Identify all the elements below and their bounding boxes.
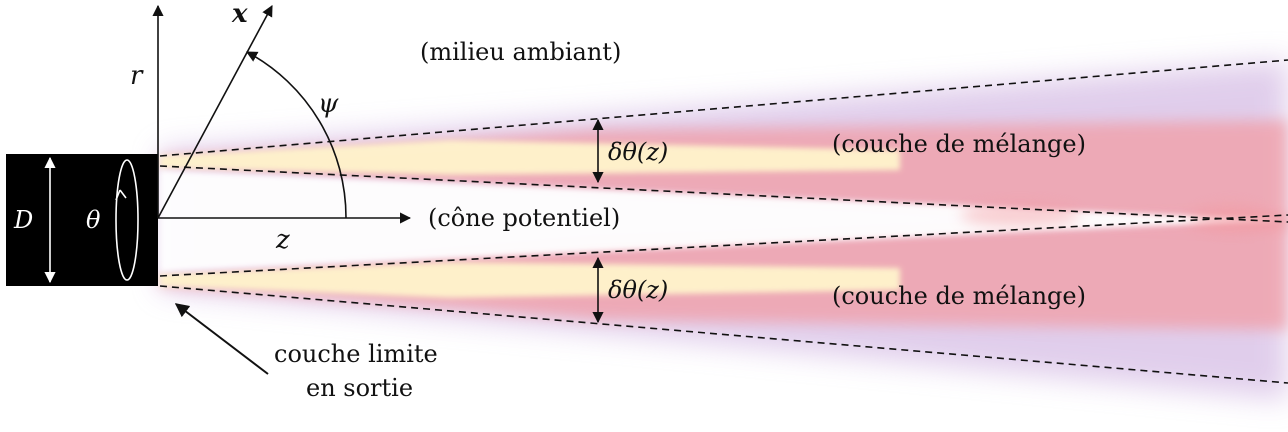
nozzle-block bbox=[6, 154, 158, 286]
spreading-lines bbox=[159, 59, 1288, 384]
psi-arc bbox=[246, 51, 347, 219]
symbol-psi: ψ bbox=[318, 89, 339, 119]
boundary-layer-label-line1: couche limite bbox=[274, 340, 438, 368]
boundary-layer-arrow bbox=[174, 303, 269, 375]
outer-edge-bottom bbox=[159, 285, 1288, 384]
shear-core-bottom bbox=[160, 262, 900, 298]
symbol-x: x bbox=[231, 0, 248, 29]
thickness-label-top: δθ(z) bbox=[608, 138, 668, 166]
potential-core-label: (cône potentiel) bbox=[428, 204, 620, 232]
symbol-r: r bbox=[130, 61, 144, 91]
core-edge-top bbox=[159, 165, 1288, 223]
outer-edge-top bbox=[159, 59, 1288, 157]
boundary-layer-label-line2: en sortie bbox=[306, 374, 413, 402]
thickness-label-bottom: δθ(z) bbox=[608, 276, 668, 304]
jet-field bbox=[160, 60, 1288, 400]
potential-core-region bbox=[160, 170, 1280, 272]
mixing-blob bbox=[960, 203, 1080, 227]
symbol-z: z bbox=[275, 225, 290, 255]
mixing-layer-label-top: (couche de mélange) bbox=[832, 130, 1086, 158]
core-edge-bottom bbox=[159, 214, 1288, 277]
x-axis bbox=[157, 5, 273, 219]
symbol-D: D bbox=[13, 206, 33, 234]
shear-core-top bbox=[160, 140, 900, 175]
symbol-theta: θ bbox=[86, 206, 101, 234]
mixing-layer-label-bottom: (couche de mélange) bbox=[832, 282, 1086, 310]
ambient-label: (milieu ambiant) bbox=[420, 38, 621, 66]
azimuthal-ring bbox=[115, 159, 139, 281]
azimuthal-arrow-icon bbox=[115, 189, 127, 201]
